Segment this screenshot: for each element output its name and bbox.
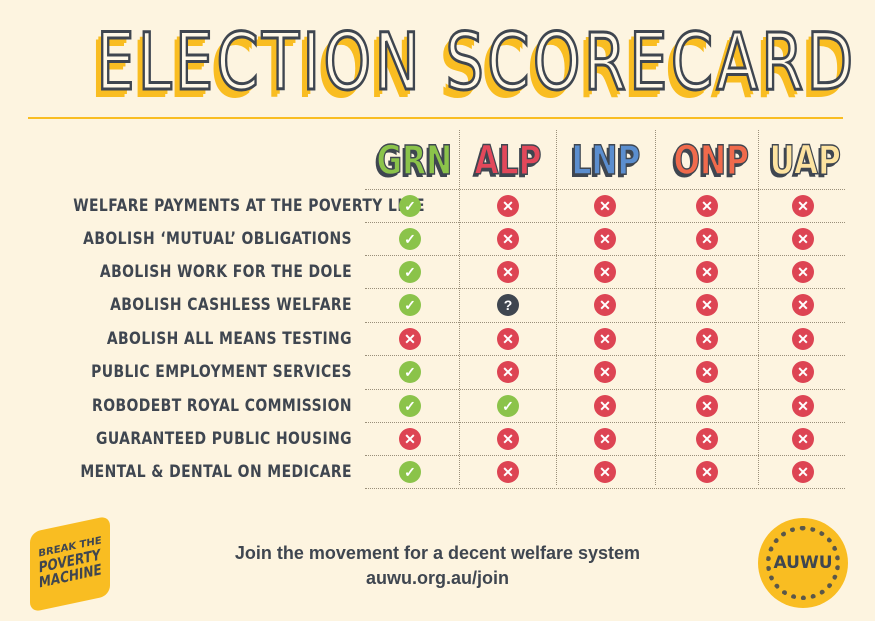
row-divider [365,255,845,256]
policy-label: GUARANTEED PUBLIC HOUSING [95,429,352,449]
cross-icon: ✕ [497,428,519,450]
row-divider [365,288,845,289]
cross-icon: ✕ [594,428,616,450]
cross-icon: ✕ [497,228,519,250]
column-divider [556,130,557,485]
party-header-alp: ALP [474,137,542,185]
auwu-logo-text: AUWU [773,553,833,573]
column-divider [655,130,656,485]
cross-icon: ✕ [696,428,718,450]
check-icon: ✓ [399,261,421,283]
cross-icon: ✕ [792,195,814,217]
party-header-grn: GRN [376,137,453,185]
cross-icon: ✕ [594,361,616,383]
check-icon: ✓ [399,294,421,316]
cross-icon: ✕ [696,261,718,283]
row-divider [365,355,845,356]
cross-icon: ✕ [792,328,814,350]
cross-icon: ✕ [696,361,718,383]
policy-label: ROBODEBT ROYAL COMMISSION [92,396,353,416]
cross-icon: ✕ [792,361,814,383]
party-header-lnp: LNP [571,137,641,185]
footer-call-to-action: Join the movement for a decent welfare s… [234,543,641,563]
check-icon: ✓ [497,395,519,417]
column-divider [459,130,460,485]
row-divider [365,389,845,390]
cross-icon: ✕ [792,228,814,250]
title-divider [28,117,843,119]
policy-label: ABOLISH ‘MUTUAL’ OBLIGATIONS [83,229,353,249]
cross-icon: ✕ [792,261,814,283]
cross-icon: ✕ [594,195,616,217]
row-divider [365,455,845,456]
policy-label: PUBLIC EMPLOYMENT SERVICES [91,362,353,382]
cross-icon: ✕ [497,461,519,483]
cross-icon: ✕ [594,228,616,250]
cross-icon: ✕ [497,361,519,383]
cross-icon: ✕ [594,461,616,483]
cross-icon: ✕ [594,294,616,316]
row-divider [365,488,845,489]
check-icon: ✓ [399,461,421,483]
row-divider [365,422,845,423]
cross-icon: ✕ [497,261,519,283]
party-header-uap: UAP [769,137,842,185]
cross-icon: ✕ [696,461,718,483]
party-header-onp: ONP [673,137,750,185]
cross-icon: ✕ [497,328,519,350]
check-icon: ✓ [399,228,421,250]
cross-icon: ✕ [696,395,718,417]
question-icon: ? [497,294,519,316]
policy-label: WELFARE PAYMENTS AT THE POVERTY LINE [73,196,425,216]
cross-icon: ✕ [399,428,421,450]
cross-icon: ✕ [399,328,421,350]
cross-icon: ✕ [792,294,814,316]
check-icon: ✓ [399,195,421,217]
break-the-poverty-machine-logo: BREAK THE POVERTY MACHINE [30,515,110,613]
cross-icon: ✕ [792,461,814,483]
cross-icon: ✕ [792,395,814,417]
cross-icon: ✕ [594,261,616,283]
row-divider [365,322,845,323]
page-title: ELECTION SCORECARD [95,17,857,110]
row-divider [365,189,845,190]
cross-icon: ✕ [696,328,718,350]
cross-icon: ✕ [594,328,616,350]
check-icon: ✓ [399,361,421,383]
check-icon: ✓ [399,395,421,417]
cross-icon: ✕ [792,428,814,450]
row-divider [365,222,845,223]
policy-label: ABOLISH CASHLESS WELFARE [110,295,352,315]
cross-icon: ✕ [497,195,519,217]
policy-label: ABOLISH WORK FOR THE DOLE [99,262,352,282]
cross-icon: ✕ [696,195,718,217]
cross-icon: ✕ [696,228,718,250]
policy-label: MENTAL & DENTAL ON MEDICARE [80,462,353,482]
cross-icon: ✕ [696,294,718,316]
footer-link[interactable]: auwu.org.au/join [366,568,509,588]
cross-icon: ✕ [594,395,616,417]
column-divider [758,130,759,485]
auwu-logo: AUWU [758,518,848,608]
policy-label: ABOLISH ALL MEANS TESTING [106,329,352,349]
auwu-logo-ring [766,526,840,600]
